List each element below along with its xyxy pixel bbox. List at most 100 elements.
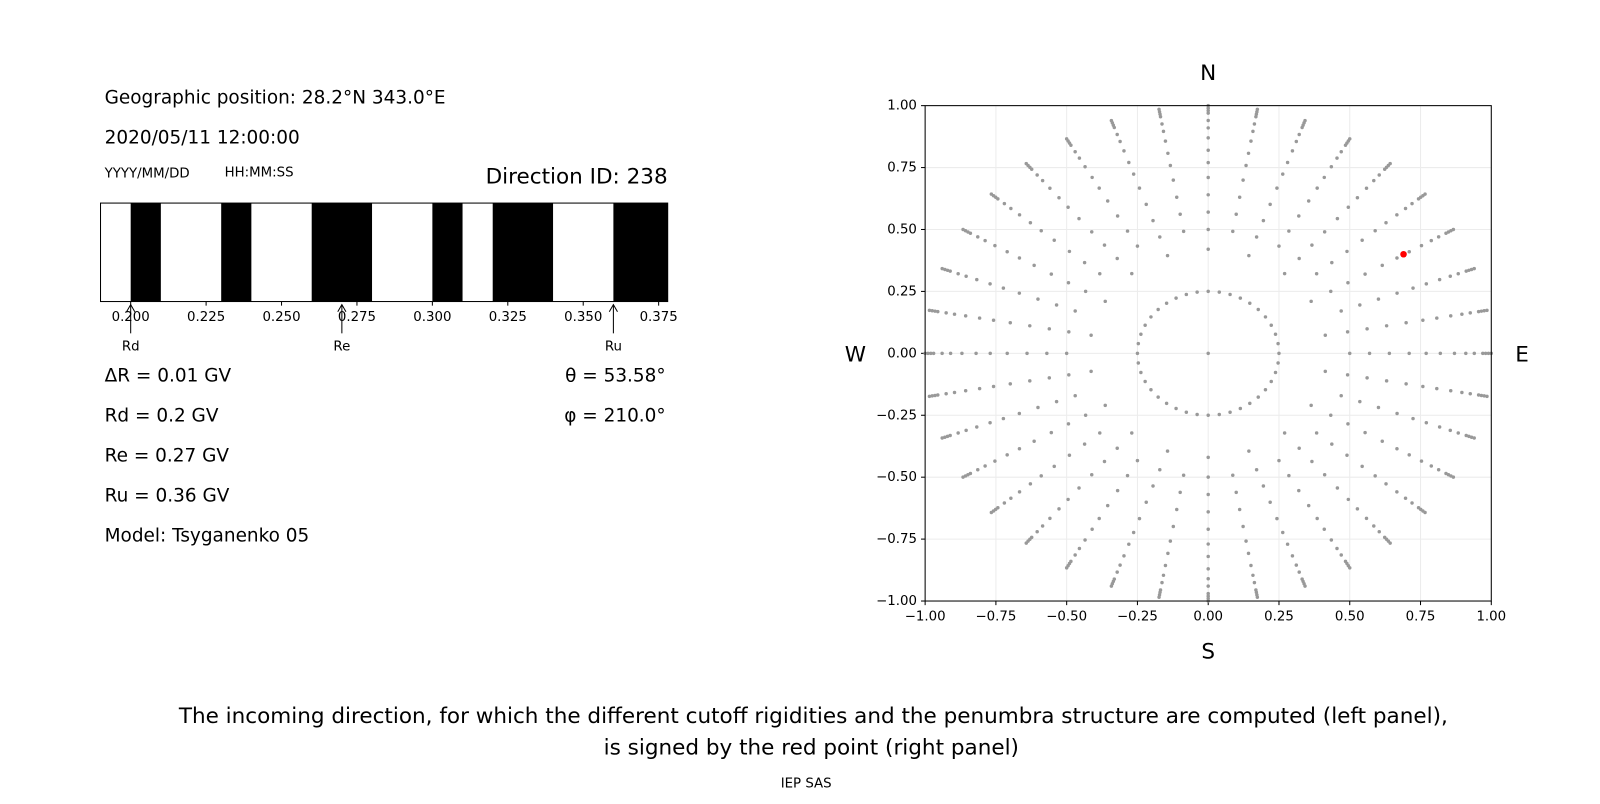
x-tick-label: 0.00	[1193, 609, 1223, 624]
direction-point	[1346, 422, 1350, 426]
direction-point	[1008, 321, 1013, 325]
direction-point	[1346, 205, 1351, 209]
direction-point	[1345, 373, 1350, 377]
direction-point	[1410, 201, 1414, 206]
direction-point	[1252, 580, 1257, 585]
direction-point	[1348, 351, 1352, 356]
direction-point	[1097, 186, 1101, 190]
direction-point	[1009, 496, 1013, 500]
y-tick-label: 1.00	[887, 99, 917, 114]
direction-point	[1206, 594, 1210, 598]
direction-point	[952, 390, 957, 395]
direction-point	[1468, 392, 1472, 396]
direction-point	[1206, 210, 1210, 214]
direction-point	[1149, 387, 1153, 392]
direction-point	[1481, 351, 1485, 356]
x-tick-label: 0.75	[1406, 609, 1436, 624]
direction-point	[1166, 151, 1170, 156]
direction-point	[1052, 238, 1056, 243]
direction-point	[1261, 218, 1266, 223]
direction-point	[1476, 393, 1481, 397]
direction-point	[930, 309, 934, 313]
direction-point	[1057, 196, 1061, 200]
direction-point	[1077, 156, 1082, 160]
direction-point	[1090, 527, 1094, 531]
direction-point	[1330, 442, 1334, 446]
direction-point	[1137, 516, 1142, 521]
direction-point	[1403, 206, 1408, 211]
direction-point	[1206, 542, 1210, 546]
direction-point	[1115, 446, 1119, 450]
direction-point	[1035, 529, 1039, 534]
direction-point	[1411, 416, 1415, 421]
parameter: ΔR = 0.01 GV	[105, 365, 232, 386]
direction-point	[1322, 473, 1327, 477]
direction-point	[1028, 324, 1032, 328]
direction-point	[1206, 510, 1210, 514]
direction-point	[1103, 299, 1107, 304]
direction-point	[1294, 563, 1299, 567]
footer: IEP SAS	[781, 777, 832, 792]
direction-point	[1161, 129, 1166, 134]
direction-point	[1009, 206, 1013, 211]
direction-point	[1139, 332, 1143, 336]
direction-point	[1206, 108, 1210, 113]
y-tick-label: −1.00	[876, 594, 917, 609]
parameter: Re = 0.27 GV	[105, 445, 230, 466]
direction-point	[1309, 299, 1313, 304]
direction-point	[1206, 554, 1210, 559]
direction-point	[1424, 351, 1428, 356]
direction-point	[1109, 118, 1114, 123]
x-tick-label: 1.00	[1476, 609, 1506, 624]
direction-point	[944, 392, 948, 396]
direction-point	[940, 436, 944, 440]
x-tick-label: −0.75	[975, 609, 1016, 624]
direction-point	[963, 314, 968, 318]
direction-point	[1275, 516, 1279, 521]
direction-point	[940, 351, 944, 356]
direction-point	[1206, 106, 1210, 110]
direction-point	[1451, 227, 1456, 232]
direction-point	[989, 510, 994, 515]
arrow-head	[126, 303, 136, 313]
direction-point	[1083, 538, 1087, 542]
y-tick-label: −0.75	[876, 532, 917, 547]
direction-point	[1097, 516, 1101, 521]
direction-point	[1171, 524, 1176, 529]
x-tick-label: −1.00	[905, 609, 946, 624]
direction-point	[1322, 230, 1327, 234]
direction-point	[1423, 510, 1427, 515]
direction-point	[960, 351, 964, 356]
direction-point	[1135, 351, 1140, 356]
direction-point	[1464, 433, 1468, 438]
direction-point	[1158, 467, 1162, 472]
direction-point	[1131, 530, 1136, 535]
direction-label: N	[1200, 61, 1216, 86]
direction-point	[1181, 229, 1186, 234]
y-tick-label: 0.50	[887, 222, 917, 237]
direction-point	[983, 464, 987, 468]
direction-point	[1118, 563, 1122, 567]
date-format: YYYY/MM/DD	[104, 166, 190, 181]
direction-point	[1105, 503, 1110, 508]
direction-point	[1256, 307, 1260, 312]
direction-point	[1090, 175, 1094, 180]
direction-point	[1246, 551, 1251, 556]
direction-point	[1485, 394, 1489, 399]
direction-point	[1237, 507, 1242, 512]
direction-point	[1115, 256, 1119, 261]
direction-point	[1376, 297, 1381, 301]
direction-point	[1247, 253, 1251, 258]
direction-point	[1403, 496, 1408, 500]
arrow-head	[337, 303, 347, 313]
direction-point	[1098, 271, 1102, 276]
direction-point	[1083, 289, 1088, 294]
direction-point	[952, 312, 957, 316]
direction-point	[1303, 584, 1307, 588]
direction-point	[1066, 422, 1071, 426]
direction-point	[1064, 351, 1069, 356]
direction-point	[1407, 453, 1411, 457]
direction-point	[1206, 455, 1210, 460]
direction-point	[1282, 271, 1287, 276]
direction-point	[927, 308, 932, 313]
